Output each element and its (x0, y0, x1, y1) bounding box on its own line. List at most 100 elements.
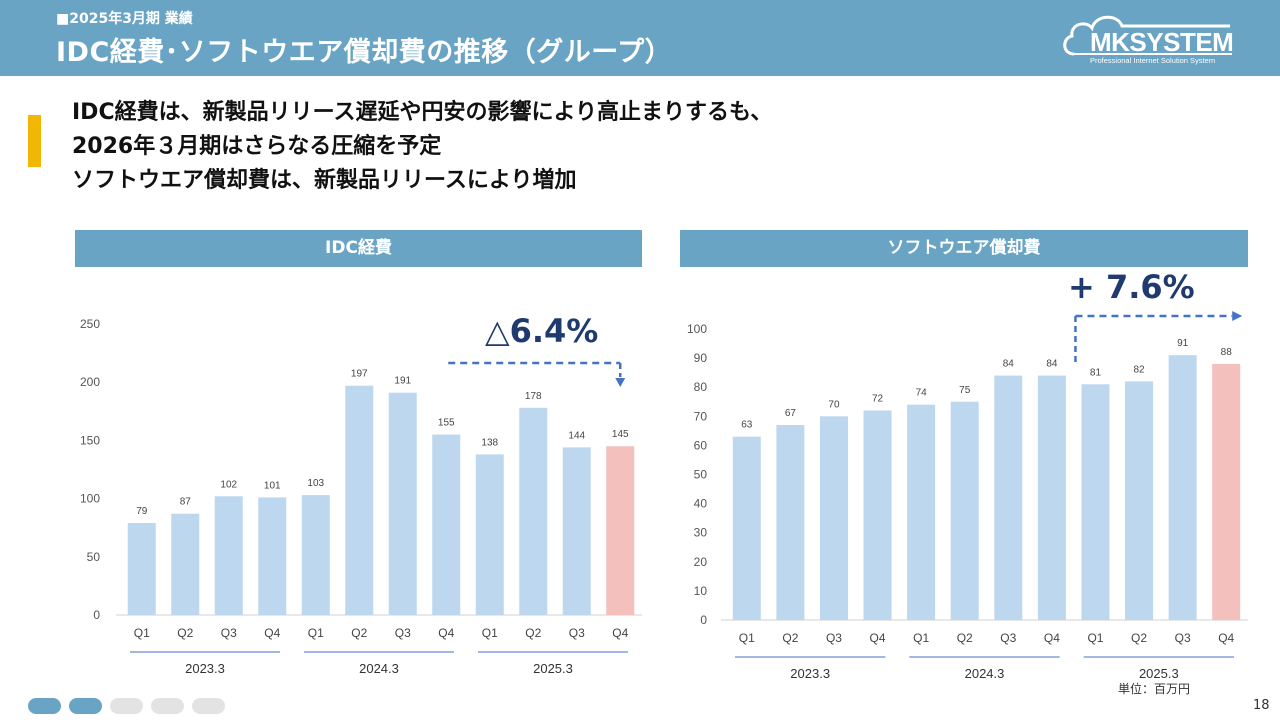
data-label: 138 (481, 437, 498, 448)
software-panel-title: ソフトウエア償却費 (680, 230, 1248, 267)
bar (432, 434, 461, 615)
x-tick-label: Q1 (134, 626, 150, 640)
x-tick-label: Q4 (1218, 631, 1234, 645)
data-label: 197 (351, 369, 368, 380)
idc-panel-title: IDC経費 (75, 230, 642, 267)
x-tick-label: Q2 (782, 631, 798, 645)
bar (819, 416, 848, 620)
logo-wordmark: MKSYSTEM (1090, 27, 1233, 57)
x-tick-label: Q1 (1087, 631, 1103, 645)
bar (1081, 384, 1110, 620)
data-label: 87 (180, 497, 192, 508)
bar (950, 401, 979, 620)
software-change-label: + 7.6% (1068, 268, 1195, 306)
y-tick-label: 0 (700, 613, 707, 627)
y-tick-label: 0 (93, 608, 100, 622)
bar (475, 454, 504, 615)
bar (519, 407, 548, 615)
bar (732, 436, 761, 620)
y-tick-label: 70 (694, 409, 708, 423)
y-tick-label: 100 (687, 322, 707, 336)
y-tick-label: 90 (694, 351, 708, 365)
x-tick-label: Q1 (739, 631, 755, 645)
bar (301, 495, 330, 615)
y-tick-label: 250 (80, 317, 100, 331)
pager-dot[interactable] (110, 698, 143, 714)
accent-bar (28, 115, 41, 167)
change-arrow-head (615, 378, 626, 387)
bar (1168, 355, 1197, 620)
x-tick-label: Q3 (569, 626, 585, 640)
data-label: 88 (1221, 347, 1233, 358)
x-tick-label: Q3 (221, 626, 237, 640)
x-tick-label: Q2 (957, 631, 973, 645)
change-arrow-head (1232, 311, 1243, 321)
data-label: 101 (264, 480, 281, 491)
x-tick-label: Q3 (826, 631, 842, 645)
y-tick-label: 30 (694, 526, 708, 540)
lead-line-2: 2026年３月期はさらなる圧縮を予定 (72, 134, 442, 159)
lead-line-1: IDC経費は、新製品リリース遅延や円安の影響により高止まりするも、 (72, 100, 773, 125)
x-tick-label: Q4 (438, 626, 454, 640)
x-tick-label: Q2 (525, 626, 541, 640)
data-label: 79 (136, 506, 148, 517)
cloud-icon (1063, 15, 1230, 56)
data-label: 102 (220, 479, 237, 490)
x-tick-label: Q4 (870, 631, 886, 645)
data-label: 91 (1177, 338, 1189, 349)
data-label: 84 (1046, 359, 1058, 370)
bar (214, 496, 243, 615)
bar (907, 404, 936, 620)
bar (1212, 363, 1241, 620)
group-label: 2024.3 (965, 666, 1005, 681)
x-tick-label: Q2 (177, 626, 193, 640)
y-tick-label: 60 (694, 438, 708, 452)
bar (1125, 381, 1154, 620)
bar (258, 497, 287, 615)
page-title: IDC経費･ソフトウエア償却費の推移（グループ） (56, 37, 673, 68)
bar (606, 446, 635, 615)
section-subtitle: ■2025年3月期 業績 (56, 11, 193, 27)
data-label: 70 (828, 399, 840, 410)
pager-dot[interactable] (28, 698, 61, 714)
x-tick-label: Q2 (351, 626, 367, 640)
y-tick-label: 80 (694, 380, 708, 394)
page-number: 18 (1253, 698, 1270, 713)
bar (171, 513, 200, 615)
bar (345, 385, 374, 615)
unit-label: 単位：百万円 (1118, 682, 1191, 696)
data-label: 84 (1003, 359, 1015, 370)
y-tick-label: 150 (80, 433, 100, 447)
y-tick-label: 100 (80, 492, 100, 506)
x-tick-label: Q1 (308, 626, 324, 640)
data-label: 145 (612, 429, 629, 440)
logo-tagline: Professional Internet Solution System (1090, 56, 1215, 65)
x-tick-label: Q3 (1175, 631, 1191, 645)
x-tick-label: Q4 (612, 626, 628, 640)
bar (388, 392, 417, 615)
x-tick-label: Q4 (264, 626, 280, 640)
group-label: 2025.3 (533, 661, 573, 676)
pager-dot[interactable] (192, 698, 225, 714)
lead-line-3: ソフトウエア償却費は、新製品リリースにより増加 (72, 168, 577, 193)
bar (127, 523, 156, 615)
data-label: 155 (438, 418, 455, 429)
bar (562, 447, 591, 615)
data-label: 74 (916, 388, 928, 399)
data-label: 81 (1090, 367, 1102, 378)
x-tick-label: Q3 (1000, 631, 1016, 645)
bar (863, 410, 892, 620)
pager-dot[interactable] (69, 698, 102, 714)
pager-dot[interactable] (151, 698, 184, 714)
x-tick-label: Q2 (1131, 631, 1147, 645)
idc-change-label: △6.4% (485, 312, 599, 350)
bar (1037, 375, 1066, 620)
group-label: 2023.3 (185, 661, 225, 676)
y-tick-label: 40 (694, 497, 708, 511)
x-tick-label: Q1 (913, 631, 929, 645)
data-label: 75 (959, 385, 971, 396)
data-label: 82 (1133, 364, 1145, 375)
y-tick-label: 20 (694, 555, 708, 569)
data-label: 67 (785, 408, 797, 419)
